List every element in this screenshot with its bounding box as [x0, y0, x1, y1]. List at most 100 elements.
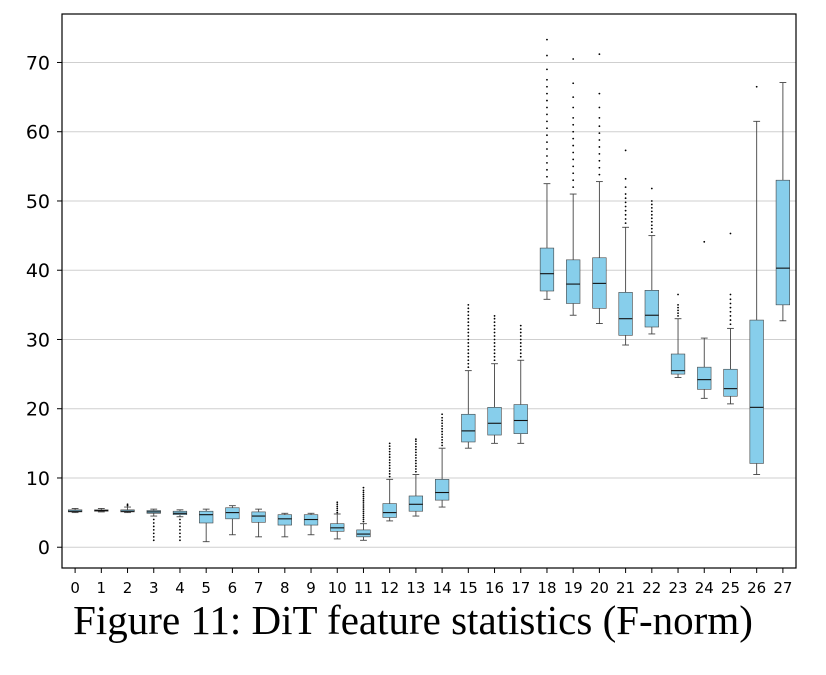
- x-tick-label: 3: [149, 579, 159, 597]
- flier-point: [362, 506, 365, 508]
- flier-point: [414, 451, 417, 454]
- box-iqr: [251, 511, 266, 523]
- x-tick-label: 5: [201, 579, 211, 597]
- flier-point: [414, 454, 417, 457]
- flier-point: [336, 505, 339, 508]
- flier-point: [624, 197, 627, 200]
- flier-point: [650, 210, 653, 213]
- flier-point: [546, 54, 548, 57]
- flier-point: [467, 307, 470, 310]
- flier-point: [572, 165, 575, 168]
- flier-point: [598, 159, 601, 162]
- x-tick-label: 23: [668, 579, 687, 597]
- box-15: [461, 303, 476, 449]
- flier-point: [441, 425, 444, 427]
- box-18: [539, 38, 555, 300]
- x-tick-label: 10: [328, 579, 347, 597]
- flier-point: [572, 144, 575, 147]
- x-tick-label: 7: [254, 579, 264, 597]
- x-tick-label: 19: [564, 579, 583, 597]
- flier-point: [729, 232, 732, 235]
- flier-point: [467, 345, 470, 348]
- x-tick-label: 20: [590, 579, 609, 597]
- box-2: [120, 503, 135, 514]
- y-tick-label: 0: [38, 537, 50, 559]
- flier-point: [519, 345, 522, 348]
- flier-point: [362, 516, 365, 519]
- box-iqr: [697, 366, 712, 390]
- flier-point: [493, 352, 496, 355]
- flier-point: [519, 328, 522, 330]
- flier-point: [546, 161, 548, 164]
- y-tick-label: 20: [26, 399, 50, 421]
- plot-frame: [61, 13, 797, 569]
- flier-point: [179, 532, 181, 535]
- flier-point: [414, 465, 417, 468]
- box-iqr: [356, 529, 371, 538]
- flier-point: [493, 348, 496, 351]
- flier-point: [598, 125, 601, 128]
- flier-point: [650, 224, 653, 227]
- flier-point: [729, 293, 732, 296]
- flier-point: [467, 338, 470, 341]
- x-tick-label: 8: [280, 579, 290, 597]
- x-tick-label: 21: [616, 579, 635, 597]
- flier-point: [519, 355, 522, 358]
- flier-point: [598, 106, 601, 109]
- x-tick-label: 1: [97, 579, 107, 597]
- flier-point: [624, 209, 627, 212]
- flier-point: [519, 338, 522, 341]
- flier-point: [362, 489, 365, 492]
- flier-point: [677, 303, 679, 306]
- box-iqr: [408, 495, 424, 512]
- flier-point: [493, 315, 496, 317]
- flier-point: [624, 205, 627, 208]
- x-tick-label: 2: [123, 579, 133, 597]
- box-4: [172, 509, 188, 542]
- flier-point: [467, 303, 470, 306]
- flier-point: [729, 310, 732, 313]
- flier-point: [572, 106, 575, 109]
- flier-point: [179, 539, 181, 542]
- flier-point: [493, 328, 496, 330]
- flier-point: [624, 218, 627, 220]
- flier-point: [546, 78, 548, 81]
- flier-point: [546, 85, 548, 88]
- flier-point: [650, 187, 653, 190]
- flier-point: [546, 99, 548, 102]
- x-tick-label: 22: [642, 579, 661, 597]
- flier-point: [388, 442, 391, 445]
- flier-point: [467, 359, 470, 362]
- flier-point: [598, 132, 601, 135]
- flier-point: [677, 306, 679, 309]
- flier-point: [414, 445, 417, 448]
- flier-point: [362, 508, 365, 511]
- flier-point: [493, 324, 496, 327]
- flier-point: [467, 317, 470, 320]
- y-tick-label: 10: [26, 468, 50, 490]
- box-9: [303, 512, 319, 536]
- flier-point: [546, 134, 548, 137]
- flier-point: [336, 501, 339, 504]
- flier-point: [677, 293, 679, 296]
- flier-point: [467, 348, 470, 351]
- flier-point: [467, 366, 470, 369]
- x-tick-label: 16: [485, 579, 504, 597]
- flier-point: [467, 355, 470, 358]
- flier-point: [362, 504, 365, 506]
- flier-point: [546, 155, 548, 157]
- flier-point: [336, 507, 339, 510]
- box-iqr: [199, 510, 214, 524]
- flier-point: [388, 459, 391, 461]
- box-16: [487, 315, 502, 444]
- flier-point: [441, 441, 444, 444]
- box-22: [644, 187, 659, 335]
- flier-point: [598, 166, 601, 169]
- box-24: [697, 240, 712, 399]
- flier-point: [519, 342, 522, 344]
- flier-point: [152, 525, 155, 528]
- box-iqr: [382, 503, 397, 518]
- flier-point: [388, 470, 391, 472]
- y-axis: 0 10 20 30 40 50 60 70: [26, 52, 62, 559]
- flier-point: [729, 298, 732, 301]
